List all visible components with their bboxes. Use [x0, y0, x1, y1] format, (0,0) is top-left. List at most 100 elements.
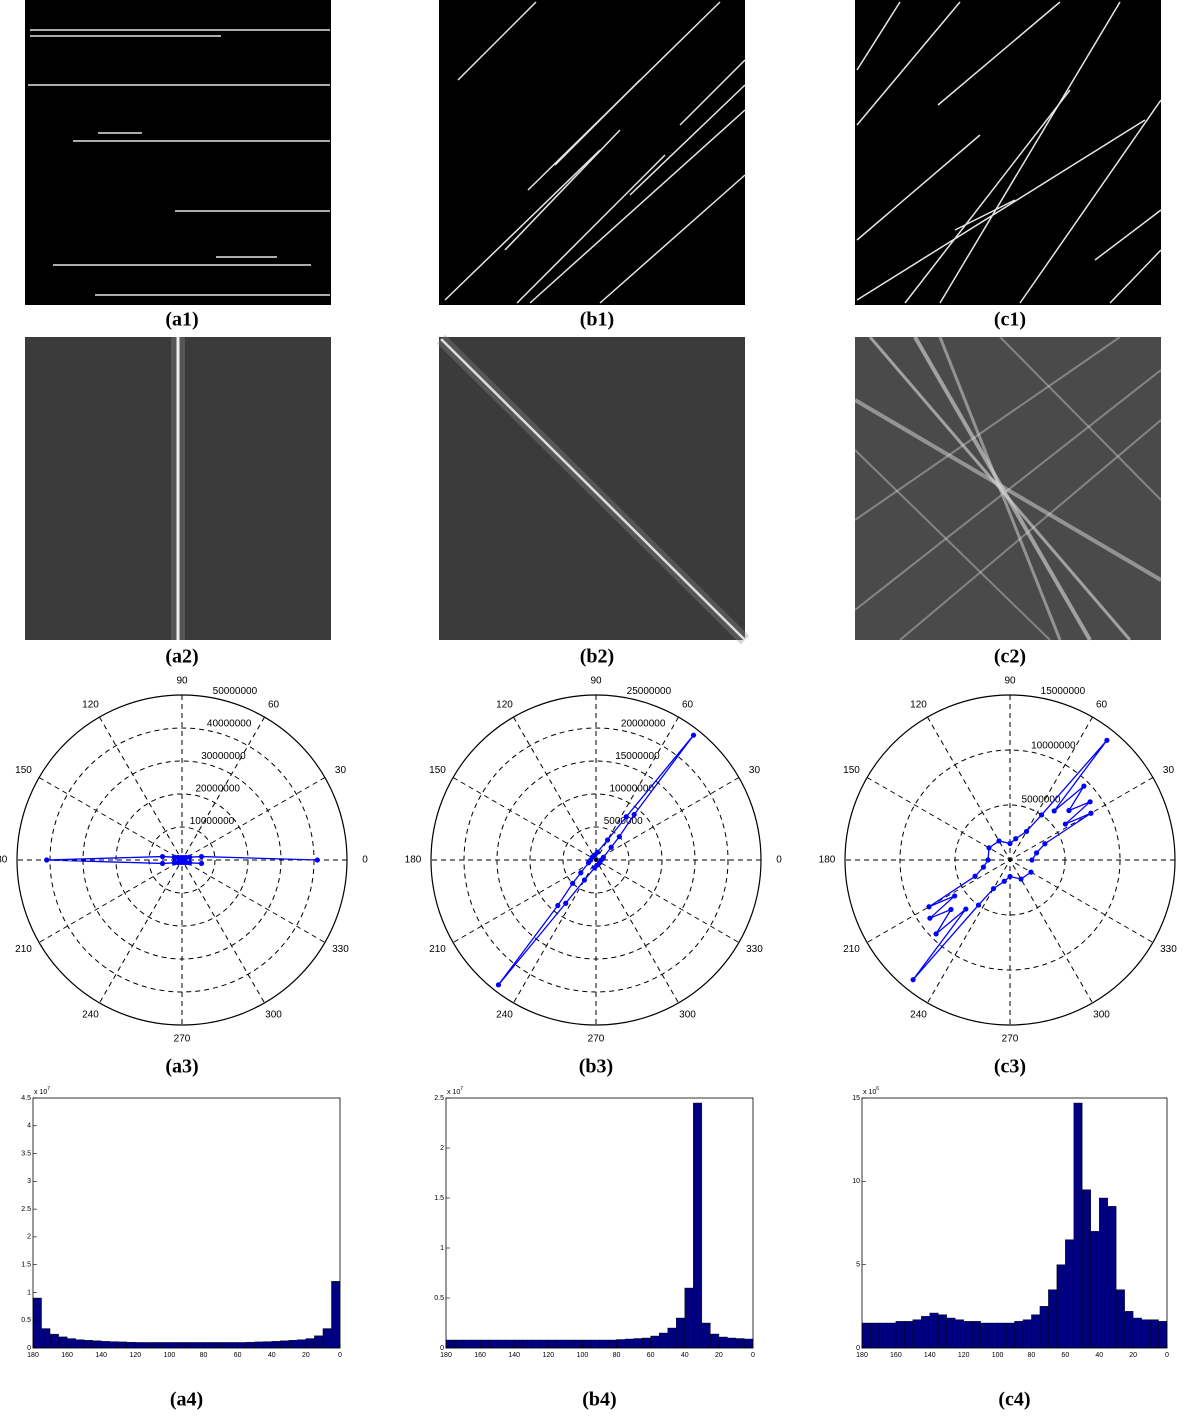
- bar: [963, 1321, 973, 1349]
- y-tick-label: 15: [852, 1095, 860, 1102]
- polar-point: [1001, 878, 1007, 884]
- theta-tick-label: 240: [910, 1010, 927, 1021]
- bar: [701, 1322, 711, 1349]
- axes-frame: [861, 1097, 1168, 1349]
- y-tick-label: 4.5: [21, 1095, 31, 1102]
- bar: [633, 1338, 643, 1349]
- image-c1: [855, 0, 1162, 305]
- r-tick-label: 20000000: [621, 719, 666, 730]
- image-a1: [25, 0, 331, 305]
- y-tick-label: 0: [856, 1345, 860, 1352]
- bar: [479, 1339, 489, 1349]
- polar-point: [1038, 812, 1045, 818]
- y-tick-label: 10: [852, 1178, 860, 1185]
- r-tick-label: 15000000: [1041, 686, 1086, 697]
- y-tick-label: 0.5: [434, 1295, 444, 1302]
- polar-point: [996, 838, 1002, 844]
- bar: [1115, 1289, 1125, 1349]
- y-tick-label: 0: [440, 1345, 444, 1352]
- bar: [1022, 1319, 1032, 1349]
- y-multiplier: x 106: [863, 1086, 879, 1096]
- x-tick-label: 160: [61, 1352, 73, 1359]
- bar: [83, 1340, 93, 1349]
- bar: [237, 1342, 247, 1349]
- bar: [954, 1319, 964, 1349]
- y-tick-label: 1: [27, 1289, 31, 1296]
- y-tick-label: 1: [440, 1245, 444, 1252]
- caption: (b4): [582, 1389, 616, 1411]
- polar-point: [1033, 850, 1040, 856]
- bar: [1014, 1321, 1024, 1349]
- bar: [616, 1339, 626, 1349]
- bar: [143, 1342, 153, 1349]
- polar-point: [578, 870, 584, 876]
- theta-tick-label: 180: [0, 855, 8, 866]
- x-tick-label: 60: [234, 1352, 242, 1359]
- bar: [496, 1339, 506, 1349]
- bar: [194, 1342, 204, 1349]
- bar: [1132, 1317, 1142, 1349]
- bar: [1107, 1206, 1117, 1349]
- theta-tick-label: 330: [746, 944, 763, 955]
- theta-tick-label: 150: [429, 765, 446, 776]
- bar: [693, 1102, 703, 1349]
- theta-tick-label: 30: [335, 765, 347, 776]
- caption: (b3): [579, 1056, 613, 1078]
- bar: [658, 1332, 668, 1349]
- theta-tick-label: 60: [1096, 700, 1108, 711]
- bar: [220, 1342, 230, 1349]
- bar: [32, 1297, 42, 1349]
- polar-point: [159, 860, 166, 867]
- bar: [1124, 1311, 1134, 1349]
- theta-tick-label: 150: [15, 765, 32, 776]
- polar-point: [631, 811, 637, 818]
- theta-tick-label: 300: [265, 1010, 282, 1021]
- polar-point: [1066, 807, 1072, 814]
- bar: [49, 1333, 59, 1349]
- polar-point: [1013, 836, 1019, 842]
- polar-point: [963, 906, 969, 912]
- bar: [582, 1339, 592, 1349]
- polar-point: [1081, 783, 1087, 789]
- bar: [445, 1339, 455, 1349]
- caption: (b1): [580, 309, 614, 331]
- polar-point: [1007, 840, 1013, 847]
- theta-tick-label: 270: [1002, 1034, 1019, 1045]
- bar: [322, 1328, 332, 1349]
- caption: (b2): [580, 646, 614, 668]
- bar: [988, 1322, 998, 1349]
- theta-tick-label: 0: [776, 855, 782, 866]
- bar: [710, 1333, 720, 1349]
- polar-point: [187, 860, 193, 866]
- caption: (a1): [165, 309, 198, 331]
- bar: [101, 1341, 110, 1349]
- bar: [938, 1314, 947, 1349]
- bar: [75, 1339, 85, 1349]
- bar: [1099, 1197, 1108, 1349]
- multiplier-exponent: 7: [460, 1086, 463, 1092]
- bar: [1141, 1319, 1151, 1349]
- x-tick-label: 60: [647, 1352, 655, 1359]
- bar: [1031, 1314, 1041, 1349]
- polar-point: [159, 853, 166, 860]
- x-tick-label: 80: [200, 1352, 208, 1359]
- x-tick-label: 80: [613, 1352, 621, 1359]
- polar-point: [608, 844, 614, 850]
- bar: [314, 1335, 324, 1349]
- bar: [904, 1321, 914, 1349]
- polar-point: [910, 977, 916, 983]
- bar: [169, 1342, 179, 1349]
- bar: [565, 1339, 575, 1349]
- theta-tick-label: 240: [496, 1010, 513, 1021]
- polar-point: [690, 732, 697, 738]
- polar-point: [1029, 857, 1035, 863]
- polar-point: [1023, 828, 1030, 835]
- caption: (c1): [994, 309, 1026, 331]
- bar: [971, 1321, 981, 1349]
- x-tick-label: 60: [1061, 1352, 1069, 1359]
- polar-point: [948, 906, 954, 913]
- theta-tick-label: 210: [429, 944, 446, 955]
- multiplier-base: x 10: [34, 1089, 47, 1096]
- y-tick-label: 1.5: [434, 1195, 444, 1202]
